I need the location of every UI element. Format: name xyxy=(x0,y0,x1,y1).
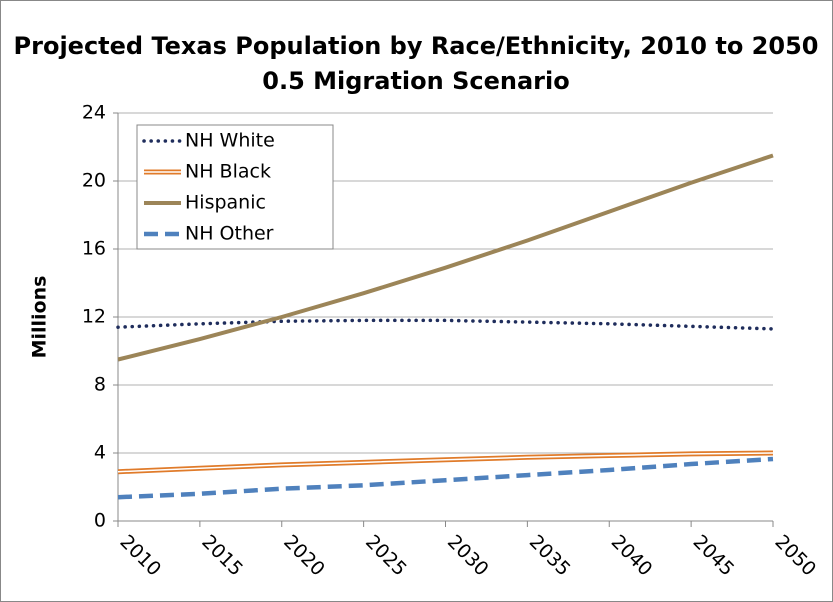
y-axis-label: Millions xyxy=(29,276,51,359)
series-line-inner xyxy=(117,452,774,473)
legend-box xyxy=(136,124,334,250)
legend-label: Hispanic xyxy=(185,192,266,214)
series-line xyxy=(116,318,775,331)
y-tick-label: 24 xyxy=(82,102,106,124)
y-tick-label: 16 xyxy=(82,238,106,260)
series-line xyxy=(117,456,774,500)
legend-label: NH White xyxy=(185,130,275,152)
y-tick-label: 0 xyxy=(94,510,106,532)
y-tick-label: 12 xyxy=(82,306,106,328)
chart-title: Projected Texas Population by Race/Ethni… xyxy=(14,32,819,60)
y-tick-label: 20 xyxy=(82,170,106,192)
series-line xyxy=(117,153,774,362)
legend-label: NH Black xyxy=(185,161,271,183)
chart-subtitle: 0.5 Migration Scenario xyxy=(262,67,569,95)
y-tick-label: 4 xyxy=(94,442,106,464)
legend-label: NH Other xyxy=(185,223,274,245)
y-tick-label: 8 xyxy=(94,374,106,396)
